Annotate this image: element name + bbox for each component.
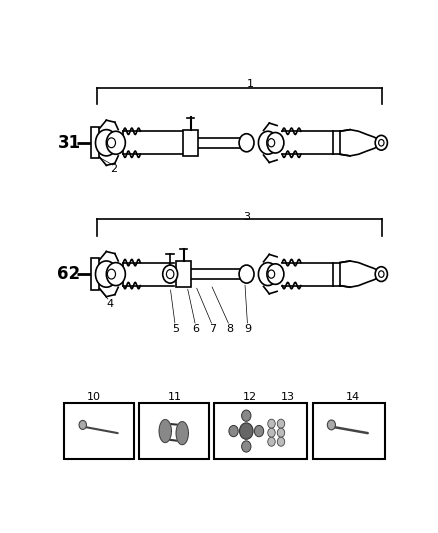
- Text: 5: 5: [172, 324, 179, 334]
- Circle shape: [95, 261, 117, 287]
- Text: 3: 3: [243, 212, 250, 222]
- Circle shape: [267, 133, 284, 153]
- Text: 9: 9: [244, 324, 251, 334]
- Circle shape: [95, 130, 117, 156]
- Polygon shape: [176, 422, 188, 445]
- Text: 1: 1: [247, 79, 254, 88]
- Bar: [64, 403, 134, 459]
- Circle shape: [242, 410, 251, 421]
- Circle shape: [107, 269, 116, 279]
- Circle shape: [378, 271, 384, 277]
- Circle shape: [106, 131, 125, 154]
- Circle shape: [375, 266, 387, 281]
- Text: 4: 4: [106, 299, 113, 309]
- Text: 14: 14: [346, 392, 360, 402]
- Bar: [139, 403, 208, 459]
- Circle shape: [258, 263, 277, 286]
- Circle shape: [277, 437, 285, 446]
- Circle shape: [162, 265, 178, 283]
- Circle shape: [268, 437, 275, 446]
- Circle shape: [327, 420, 336, 430]
- Circle shape: [277, 419, 285, 428]
- Circle shape: [239, 134, 254, 152]
- Text: 6: 6: [192, 324, 199, 334]
- Circle shape: [79, 421, 86, 430]
- Text: 2: 2: [110, 164, 118, 174]
- Polygon shape: [159, 419, 171, 442]
- Circle shape: [268, 139, 275, 147]
- Text: 12: 12: [243, 392, 257, 402]
- Circle shape: [242, 441, 251, 452]
- Circle shape: [277, 428, 285, 437]
- Bar: [91, 127, 99, 158]
- Circle shape: [378, 140, 384, 146]
- Bar: [176, 261, 191, 287]
- Text: 62: 62: [57, 265, 81, 283]
- Circle shape: [240, 423, 253, 439]
- Text: 31: 31: [57, 134, 81, 152]
- Circle shape: [106, 263, 125, 286]
- Circle shape: [229, 425, 238, 437]
- Text: 11: 11: [168, 392, 182, 402]
- Circle shape: [268, 428, 275, 437]
- Circle shape: [268, 270, 275, 278]
- Text: 7: 7: [209, 324, 216, 334]
- Bar: [214, 403, 307, 459]
- Circle shape: [239, 265, 254, 283]
- Bar: [91, 259, 99, 290]
- Circle shape: [254, 425, 264, 437]
- Circle shape: [258, 131, 277, 154]
- Circle shape: [166, 270, 174, 279]
- Bar: [183, 130, 198, 156]
- Circle shape: [267, 264, 284, 284]
- Text: 8: 8: [226, 324, 233, 334]
- Circle shape: [375, 135, 387, 150]
- Bar: [314, 403, 385, 459]
- Circle shape: [107, 138, 116, 148]
- Circle shape: [268, 419, 275, 428]
- Text: 13: 13: [281, 392, 295, 402]
- Text: 10: 10: [87, 392, 101, 402]
